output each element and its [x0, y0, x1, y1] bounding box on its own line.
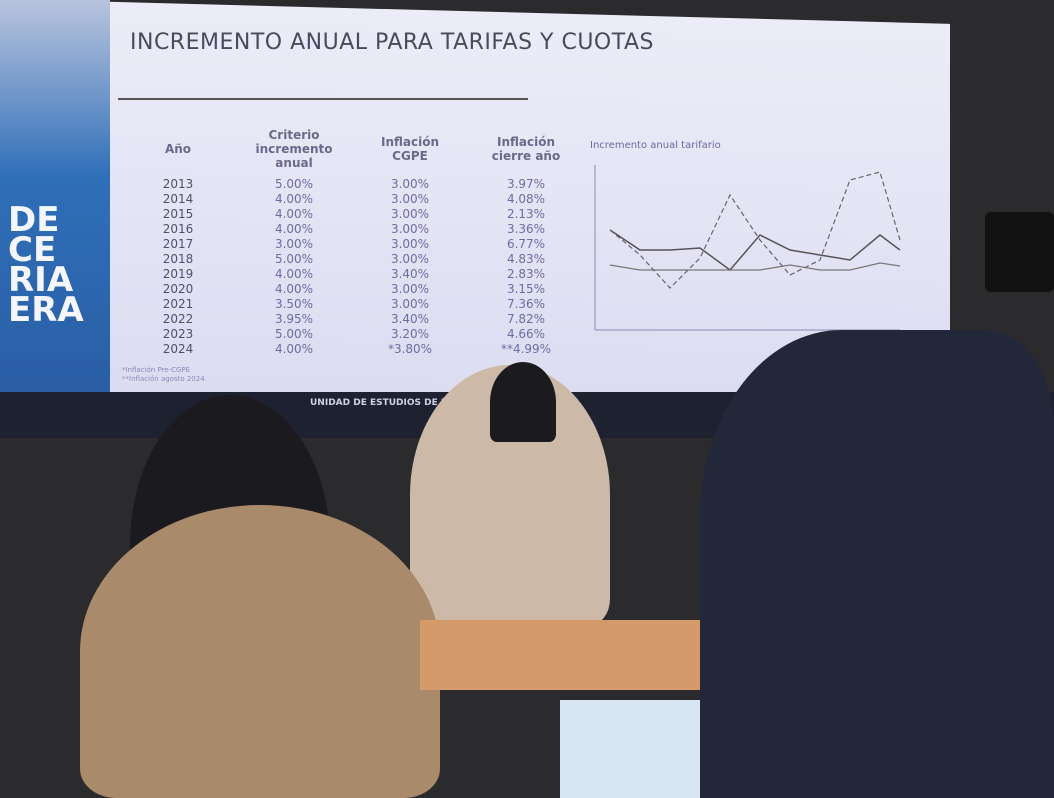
table-row: 2017 3.00% 3.00% 6.77%: [120, 236, 584, 251]
table-cell: 3.00%: [390, 221, 430, 236]
table-cell: 3.95%: [274, 311, 314, 326]
table-cell: 5.00%: [274, 326, 314, 341]
table-row: 2018 5.00% 3.00% 4.83%: [120, 251, 584, 266]
table-cell: 2019: [162, 266, 194, 281]
table-cell: 2015: [162, 206, 194, 221]
table-row: 2022 3.95% 3.40% 7.82%: [120, 311, 584, 326]
side-banner: DE CE RIA ERA: [0, 0, 110, 395]
table-row: 2019 4.00% 3.40% 2.83%: [120, 266, 584, 281]
table-cell: 4.00%: [274, 221, 314, 236]
side-text: CE: [8, 230, 57, 270]
table-cell: 2.83%: [506, 266, 546, 281]
table-cell: 3.00%: [390, 191, 430, 206]
line: [609, 262, 901, 271]
table-cell: **4.99%: [500, 341, 552, 356]
footnotes: *Inflación Pre-CGPE **Inflación agosto 20…: [122, 366, 205, 384]
table-cell: 3.50%: [274, 296, 314, 311]
table-cell: 2020: [162, 281, 194, 296]
tariff-table: Año Criterio incremento anual Inflación CG…: [120, 128, 584, 356]
table-cell: 3.00%: [390, 296, 430, 311]
table-cell: 3.36%: [506, 221, 546, 236]
column-header: Criterio incremento anual: [255, 128, 333, 170]
table-row: 2021 3.50% 3.00% 7.36%: [120, 296, 584, 311]
table-cell: 2022: [162, 311, 194, 326]
table-cell: 3.00%: [390, 236, 430, 251]
side-text: ERA: [8, 290, 84, 330]
side-text: DE: [8, 200, 60, 240]
table-cell: 2016: [162, 221, 194, 236]
table-cell: 5.00%: [274, 176, 314, 191]
table-cell: 3.00%: [274, 236, 314, 251]
table-cell: 4.00%: [274, 341, 314, 356]
table-cell: 3.20%: [390, 326, 430, 341]
table-cell: *3.80%: [387, 341, 433, 356]
table-cell: 3.00%: [390, 251, 430, 266]
table-row: 2014 4.00% 3.00% 4.08%: [120, 191, 584, 206]
table-cell: 7.36%: [506, 296, 546, 311]
table-cell: 3.00%: [390, 206, 430, 221]
table-cell: 2021: [162, 296, 194, 311]
slide-title: INCREMENTO ANUAL PARA TARIFAS Y CUOTAS: [130, 30, 654, 55]
table-cell: 3.00%: [390, 176, 430, 191]
table-cell: 4.00%: [274, 191, 314, 206]
table-cell: 2017: [162, 236, 194, 251]
table-cell: 7.82%: [506, 311, 546, 326]
table-cell: 5.00%: [274, 251, 314, 266]
table-cell: 4.00%: [274, 266, 314, 281]
table-cell: 3.97%: [506, 176, 546, 191]
column-header: Año: [164, 142, 192, 156]
line: [609, 229, 901, 272]
table-row: 2015 4.00% 3.00% 2.13%: [120, 206, 584, 221]
table-cell: 2018: [162, 251, 194, 266]
line: [609, 171, 901, 289]
table-cell: 4.66%: [506, 326, 546, 341]
footnote: *Inflación Pre-CGPE: [122, 366, 191, 374]
chart-sketch: [594, 165, 901, 331]
phone: [985, 212, 1054, 292]
person-head: [490, 362, 556, 442]
table-row: 2020 4.00% 3.00% 3.15%: [120, 281, 584, 296]
footnote: **Inflación agosto 2024: [122, 375, 205, 383]
table-cell: 4.08%: [506, 191, 546, 206]
table-cell: 3.40%: [390, 311, 430, 326]
table-cell: 3.00%: [390, 281, 430, 296]
table-row: 2016 4.00% 3.00% 3.36%: [120, 221, 584, 236]
side-text: RIA: [8, 260, 74, 300]
column-header: Inflación cierre año: [491, 135, 561, 163]
table-row: 2013 5.00% 3.00% 3.97%: [120, 176, 584, 191]
title-rule: [118, 98, 528, 100]
person: [80, 505, 440, 798]
table-row: 2024 4.00% *3.80% **4.99%: [120, 341, 584, 356]
table-cell: 2013: [162, 176, 194, 191]
table-cell: 6.77%: [506, 236, 546, 251]
table-cell: 4.00%: [274, 206, 314, 221]
table-cell: 2023: [162, 326, 194, 341]
table-cell: 2014: [162, 191, 194, 206]
table-row: 2023 5.00% 3.20% 4.66%: [120, 326, 584, 341]
column-header: Inflación CGPE: [380, 135, 439, 163]
table-cell: 4.83%: [506, 251, 546, 266]
person-arm: [700, 330, 1054, 798]
table-cell: 3.40%: [390, 266, 430, 281]
table-cell: 3.15%: [506, 281, 546, 296]
slide-footer: UNIDAD DE ESTUDIOS DE LAS FINAN: [310, 398, 495, 408]
table-cell: 2.13%: [506, 206, 546, 221]
chart-title: Incremento anual tarifario: [590, 140, 721, 151]
table-cell: 4.00%: [274, 281, 314, 296]
table-cell: 2024: [162, 341, 194, 356]
